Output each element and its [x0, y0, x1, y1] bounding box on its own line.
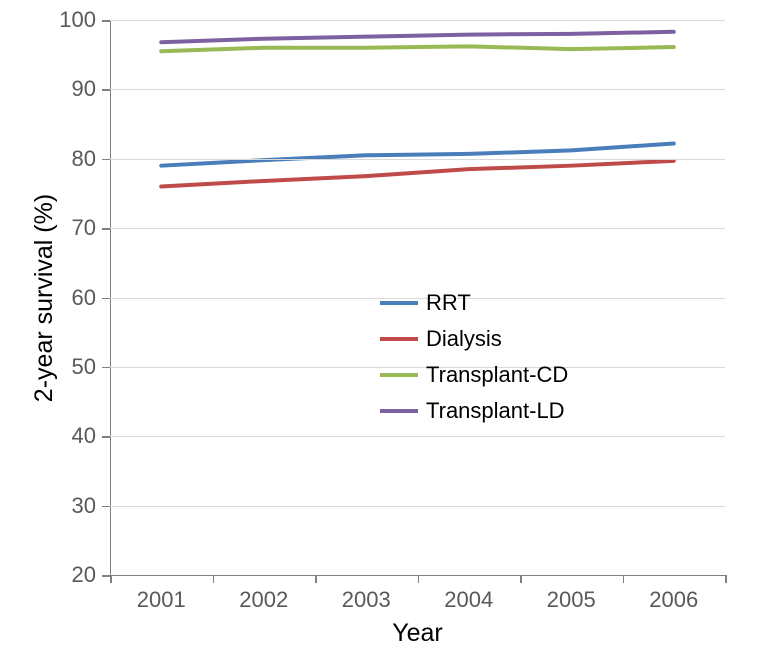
y-tick-label: 80: [0, 146, 96, 172]
legend-item: Dialysis: [380, 326, 568, 352]
legend-swatch: [380, 337, 418, 341]
gridline: [110, 506, 725, 507]
series-line: [161, 32, 674, 42]
x-tick-label: 2005: [547, 587, 596, 613]
x-tick-label: 2003: [342, 587, 391, 613]
x-tick-mark: [725, 575, 727, 583]
y-tick-mark: [102, 89, 110, 91]
legend-swatch: [380, 373, 418, 377]
legend-label: Dialysis: [426, 326, 502, 352]
y-tick-mark: [102, 228, 110, 230]
y-tick-mark: [102, 575, 110, 577]
y-axis-title: 2-year survival (%): [30, 193, 59, 401]
legend: RRT Dialysis Transplant-CD Transplant-LD: [380, 290, 568, 434]
series-line: [161, 161, 674, 187]
series-line: [161, 143, 674, 165]
survival-chart: 2030405060708090100 20012002200320042005…: [0, 0, 767, 669]
x-tick-label: 2006: [649, 587, 698, 613]
legend-label: Transplant-CD: [426, 362, 568, 388]
legend-swatch: [380, 301, 418, 305]
gridline: [110, 159, 725, 160]
y-tick-mark: [102, 436, 110, 438]
y-tick-label: 20: [0, 562, 96, 588]
legend-label: RRT: [426, 290, 471, 316]
legend-label: Transplant-LD: [426, 398, 565, 424]
y-tick-mark: [102, 367, 110, 369]
x-tick-mark: [110, 575, 112, 583]
x-tick-label: 2004: [444, 587, 493, 613]
gridline: [110, 436, 725, 437]
gridline: [110, 20, 725, 21]
y-tick-label: 40: [0, 423, 96, 449]
x-tick-mark: [623, 575, 625, 583]
legend-item: RRT: [380, 290, 568, 316]
series-line: [161, 46, 674, 51]
x-tick-label: 2001: [137, 587, 186, 613]
y-tick-label: 90: [0, 76, 96, 102]
x-axis-title: Year: [392, 619, 443, 648]
x-tick-label: 2002: [239, 587, 288, 613]
y-tick-mark: [102, 20, 110, 22]
gridline: [110, 89, 725, 90]
x-tick-mark: [315, 575, 317, 583]
x-tick-mark: [213, 575, 215, 583]
y-tick-mark: [102, 506, 110, 508]
legend-item: Transplant-LD: [380, 398, 568, 424]
y-tick-mark: [102, 159, 110, 161]
legend-swatch: [380, 409, 418, 413]
legend-item: Transplant-CD: [380, 362, 568, 388]
y-tick-mark: [102, 298, 110, 300]
x-tick-mark: [418, 575, 420, 583]
y-tick-label: 100: [0, 7, 96, 33]
gridline: [110, 228, 725, 229]
y-tick-label: 30: [0, 493, 96, 519]
x-tick-mark: [520, 575, 522, 583]
